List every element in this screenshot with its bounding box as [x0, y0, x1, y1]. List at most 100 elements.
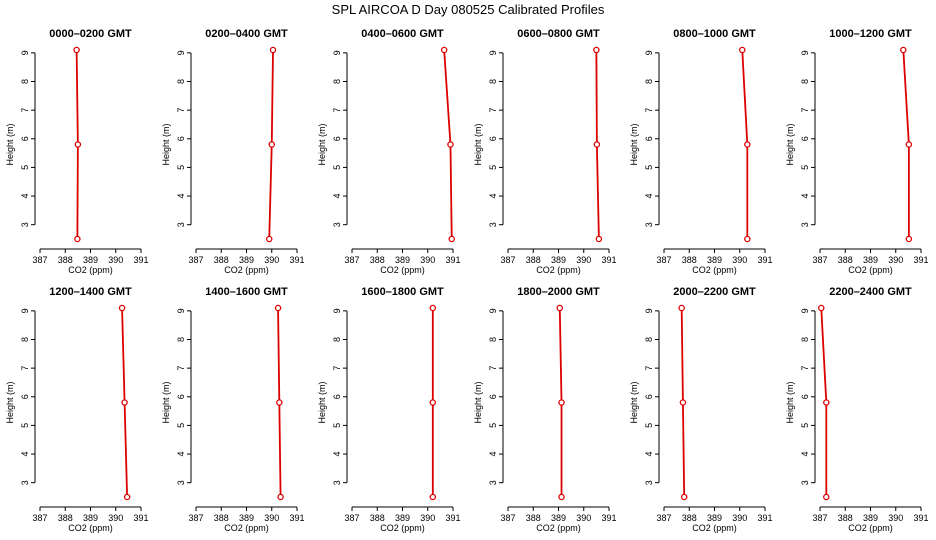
profile-point	[274, 304, 282, 312]
profile-point	[448, 235, 455, 243]
profile-point	[556, 304, 564, 312]
x-tick-label: 388	[214, 255, 229, 265]
y-tick-label: 4	[332, 194, 342, 199]
x-tick-label: 388	[682, 513, 697, 523]
profile-point	[265, 235, 273, 243]
x-tick-label: 387	[656, 513, 671, 523]
profile-point	[679, 399, 687, 406]
y-tick-label: 6	[332, 394, 342, 399]
x-tick-label: 390	[264, 255, 279, 265]
x-tick-label: 390	[888, 513, 903, 523]
x-tick-label: 390	[108, 255, 123, 265]
x-tick-label: 388	[370, 255, 385, 265]
x-tick-label: 390	[576, 513, 591, 523]
y-tick-label: 5	[176, 423, 186, 428]
y-axis-title: Height (m)	[785, 381, 795, 423]
y-tick-label: 9	[488, 308, 498, 313]
profile-panel: 0200–0400 GMT 387 388 389 390 391 3 4 5 6 7 8 9 CO2 (…	[161, 28, 305, 275]
y-tick-label: 3	[800, 222, 810, 227]
x-tick-label: 387	[32, 255, 47, 265]
x-tick-label: 389	[239, 513, 254, 523]
y-tick-label: 7	[332, 108, 342, 113]
x-axis-title: CO2 (ppm)	[536, 265, 581, 275]
panel-title: 2000–2200 GMT	[673, 286, 756, 298]
panel-title: 2200–2400 GMT	[829, 286, 912, 298]
y-tick-label: 4	[488, 452, 498, 457]
y-tick-label: 9	[800, 50, 810, 55]
profile-point	[818, 304, 825, 312]
y-tick-label: 7	[644, 108, 654, 113]
x-tick-label: 390	[420, 255, 435, 265]
panel-title: 0200–0400 GMT	[205, 28, 288, 40]
x-tick-label: 387	[344, 255, 359, 265]
y-tick-label: 6	[644, 394, 654, 399]
y-tick-label: 6	[332, 136, 342, 141]
profile-point	[823, 399, 830, 406]
panel-title: 1200–1400 GMT	[49, 286, 132, 298]
profile-point	[900, 46, 907, 54]
y-tick-label: 9	[332, 308, 342, 313]
y-tick-label: 6	[488, 136, 498, 141]
profile-point	[447, 141, 454, 148]
x-axis-title: CO2 (ppm)	[68, 265, 113, 275]
y-tick-label: 3	[20, 222, 30, 227]
panel-title: 0000–0200 GMT	[49, 28, 132, 40]
profile-point	[593, 141, 601, 148]
x-tick-label: 387	[500, 255, 515, 265]
y-tick-label: 7	[20, 108, 30, 113]
profile-point	[440, 46, 448, 54]
x-axis-title: CO2 (ppm)	[536, 523, 581, 533]
y-axis-title: Height (m)	[629, 381, 639, 423]
y-tick-label: 4	[800, 194, 810, 199]
x-tick-label: 390	[732, 513, 747, 523]
y-tick-label: 7	[800, 108, 810, 113]
x-tick-label: 389	[707, 255, 722, 265]
y-tick-label: 5	[800, 165, 810, 170]
y-tick-label: 8	[800, 337, 810, 342]
y-tick-label: 7	[488, 366, 498, 371]
y-tick-label: 3	[332, 222, 342, 227]
profile-point	[558, 399, 565, 406]
x-tick-label: 391	[913, 255, 928, 265]
y-tick-label: 6	[800, 394, 810, 399]
y-tick-label: 4	[644, 452, 654, 457]
profile-panel: 1600–1800 GMT 387 388 389 390 391 3 4 5 6 7 8 9 CO2 (…	[317, 286, 461, 533]
x-tick-label: 388	[838, 255, 853, 265]
x-tick-label: 387	[188, 513, 203, 523]
x-tick-label: 391	[445, 513, 460, 523]
y-axis-title: Height (m)	[161, 123, 171, 165]
x-tick-label: 391	[133, 513, 148, 523]
x-tick-label: 389	[83, 513, 98, 523]
y-tick-label: 8	[176, 79, 186, 84]
x-tick-label: 389	[395, 513, 410, 523]
x-tick-label: 388	[58, 255, 73, 265]
x-tick-label: 387	[344, 513, 359, 523]
y-tick-label: 8	[800, 79, 810, 84]
x-axis-title: CO2 (ppm)	[380, 265, 425, 275]
x-tick-label: 389	[863, 513, 878, 523]
y-tick-label: 9	[176, 50, 186, 55]
y-tick-label: 3	[332, 480, 342, 485]
y-tick-label: 6	[20, 394, 30, 399]
x-tick-label: 389	[551, 255, 566, 265]
y-tick-label: 4	[20, 452, 30, 457]
x-tick-label: 387	[812, 255, 827, 265]
panel-title: 0600–0800 GMT	[517, 28, 600, 40]
profile-point	[678, 304, 685, 312]
y-tick-label: 5	[488, 165, 498, 170]
panel-title: 1000–1200 GMT	[829, 28, 912, 40]
y-tick-label: 7	[176, 108, 186, 113]
y-axis-title: Height (m)	[161, 381, 171, 423]
y-tick-label: 3	[20, 480, 30, 485]
y-tick-label: 7	[20, 366, 30, 371]
y-axis-title: Height (m)	[785, 123, 795, 165]
profile-point	[73, 46, 80, 54]
profile-panel: 0000–0200 GMT 387 388 389 390 391 3 4 5 6 7 8 9 CO2 (…	[5, 28, 149, 275]
y-tick-label: 5	[800, 423, 810, 428]
x-tick-label: 391	[289, 255, 304, 265]
y-tick-label: 5	[644, 423, 654, 428]
x-tick-label: 389	[863, 255, 878, 265]
y-tick-label: 7	[176, 366, 186, 371]
y-tick-label: 4	[332, 452, 342, 457]
